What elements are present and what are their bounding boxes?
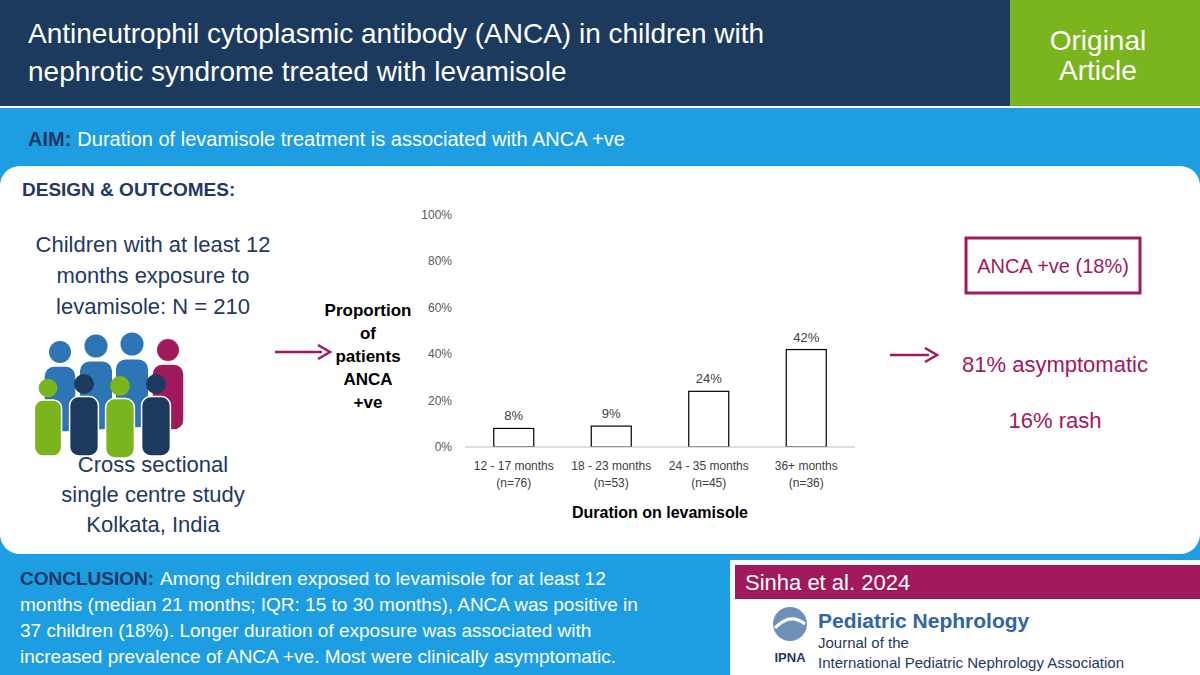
person-head: [146, 374, 166, 394]
study: Kolkata, India: [86, 512, 220, 537]
badge-box: [1010, 0, 1200, 106]
person-head: [157, 339, 179, 361]
x-tick-line: 24 - 35 months: [669, 459, 749, 473]
badge: Article: [1059, 55, 1137, 86]
y-tick-label: 60%: [428, 301, 452, 315]
y-axis-label: +ve: [354, 393, 383, 412]
population: levamisole: N = 210: [56, 294, 250, 319]
title: Antineutrophil cytoplasmic antibody (ANC…: [28, 18, 764, 49]
conclusion-text: 37 children (18%). Longer duration of ex…: [20, 620, 591, 641]
arrow-shaft: [890, 354, 929, 357]
citation: Sinha et al. 2024: [745, 570, 910, 595]
x-tick-label: 24 - 35 months (n=45): [669, 459, 749, 490]
outcome-item: 16% rash: [1009, 408, 1102, 433]
journal-subtitle: Journal of the: [818, 634, 909, 651]
logo-swoosh: [775, 619, 805, 628]
page: Antineutrophil cytoplasmic antibody (ANC…: [0, 0, 1200, 675]
design-heading: DESIGN & OUTCOMES:: [22, 179, 235, 200]
outcome-box-text: ANCA +ve (18%): [977, 255, 1129, 277]
population: Children with at least 12: [36, 232, 271, 257]
x-tick-line: (n=45): [691, 476, 726, 490]
header-band: [0, 0, 1010, 106]
x-tick-line: (n=53): [594, 476, 629, 490]
x-tick-label: 18 - 23 months (n=53): [571, 459, 651, 490]
arrow-head: [318, 345, 330, 359]
person-head: [120, 332, 143, 355]
conclusion-first-line: CONCLUSION: Among children exposed to lev…: [20, 568, 606, 589]
conclusion-band: [0, 560, 730, 675]
arrow: [890, 348, 937, 362]
person-head: [49, 341, 71, 363]
logo: IPNA: [773, 607, 807, 665]
logo-globe: [773, 607, 807, 641]
arrow-head: [925, 348, 937, 362]
person-head: [84, 334, 107, 357]
y-tick-label: 20%: [428, 394, 452, 408]
bar: [786, 350, 826, 447]
data-label: 24%: [696, 371, 722, 386]
chart: Proportion of patients ANCA +ve 0% 20% 40% 60% 80…: [325, 208, 855, 521]
outcome-box: [966, 238, 1140, 293]
person-body: [142, 397, 171, 456]
aim-label: AIM:: [28, 128, 71, 150]
conclusion-text: months (median 21 months; IQR: 15 to 30 …: [20, 594, 638, 615]
y-tick-label: 40%: [428, 347, 452, 361]
y-axis-label: ANCA: [343, 370, 392, 389]
conclusion-text: increased prevalence of ANCA +ve. Most w…: [20, 646, 616, 667]
x-axis-line: [465, 447, 855, 448]
bars: [494, 350, 827, 447]
person-head: [110, 376, 130, 396]
x-tick-line: 18 - 23 months: [571, 459, 651, 473]
y-axis-label: of: [360, 324, 376, 343]
outcome-item: 81% asymptomatic: [962, 352, 1148, 377]
y-tick-label: 100%: [421, 208, 452, 222]
arrow-shaft: [275, 351, 322, 354]
person-body: [34, 400, 61, 456]
x-axis-label: Duration on levamisole: [572, 504, 748, 521]
data-label: 42%: [793, 330, 819, 345]
people-icon: [34, 332, 184, 458]
y-axis-label: Proportion: [325, 301, 412, 320]
conclusion-text: Among children exposed to levamisole for…: [160, 568, 606, 589]
x-tick-label: 12 - 17 months (n=76): [474, 459, 554, 490]
y-axis-label: patients: [335, 347, 400, 366]
x-tick-line: (n=36): [789, 476, 824, 490]
aim: AIM: Duration of levamisole treatment is …: [28, 128, 625, 150]
citation-band: [735, 565, 1200, 599]
x-tick-line: 36+ months: [775, 459, 838, 473]
x-tick-line: 12 - 17 months: [474, 459, 554, 473]
person-body: [106, 399, 135, 458]
data-label: 9%: [602, 406, 621, 421]
blue-band: [0, 108, 1200, 560]
journal-name: Pediatric Nephrology: [818, 609, 1030, 632]
population: months exposure to: [56, 263, 249, 288]
bar: [689, 391, 729, 447]
aim-text: Duration of levamisole treatment is asso…: [77, 128, 624, 150]
x-tick-label: 36+ months (n=36): [775, 459, 838, 490]
y-tick-label: 80%: [428, 254, 452, 268]
logo-text: IPNA: [774, 650, 806, 665]
title: nephrotic syndrome treated with levamiso…: [28, 56, 566, 87]
bar: [494, 428, 534, 447]
arrow: [275, 345, 330, 359]
x-tick-line: (n=76): [496, 476, 531, 490]
data-label: 8%: [504, 408, 523, 423]
design-panel: [0, 166, 1200, 554]
y-tick-label: 0%: [435, 440, 453, 454]
journal-subtitle: International Pediatric Nephrology Assoc…: [818, 654, 1124, 671]
person-head: [74, 374, 94, 394]
study: single centre study: [61, 482, 244, 507]
badge: Original: [1050, 25, 1146, 56]
conclusion-label: CONCLUSION:: [20, 568, 154, 589]
person-head: [39, 379, 58, 398]
bar: [591, 426, 631, 447]
person-body: [70, 397, 99, 456]
